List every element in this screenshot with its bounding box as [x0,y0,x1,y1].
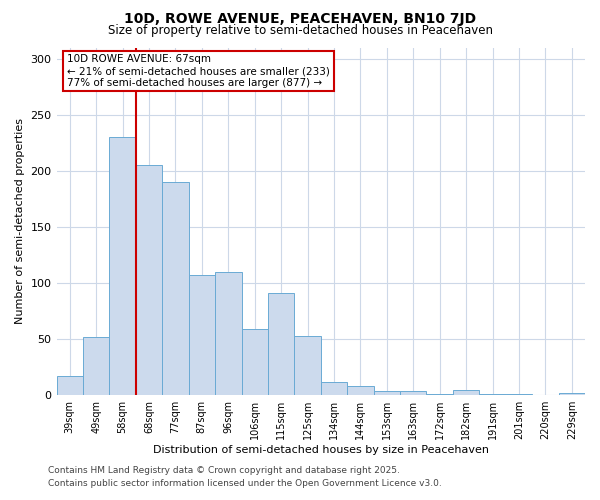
Bar [400,390,427,395]
Bar [347,386,374,395]
Bar [453,390,479,395]
Bar [215,272,242,395]
Bar [162,182,188,395]
Bar [559,393,585,395]
Bar [506,394,532,395]
Text: Contains HM Land Registry data © Crown copyright and database right 2025.
Contai: Contains HM Land Registry data © Crown c… [48,466,442,487]
Bar [56,376,83,395]
Text: 10D ROWE AVENUE: 67sqm
← 21% of semi-detached houses are smaller (233)
77% of se: 10D ROWE AVENUE: 67sqm ← 21% of semi-det… [67,54,330,88]
Bar [374,390,400,395]
Bar [479,394,506,395]
Bar [268,293,295,395]
Bar [321,382,347,395]
Bar [109,137,136,395]
Bar [295,336,321,395]
Bar [188,275,215,395]
Text: 10D, ROWE AVENUE, PEACEHAVEN, BN10 7JD: 10D, ROWE AVENUE, PEACEHAVEN, BN10 7JD [124,12,476,26]
Bar [242,329,268,395]
X-axis label: Distribution of semi-detached houses by size in Peacehaven: Distribution of semi-detached houses by … [153,445,489,455]
Bar [427,394,453,395]
Text: Size of property relative to semi-detached houses in Peacehaven: Size of property relative to semi-detach… [107,24,493,37]
Y-axis label: Number of semi-detached properties: Number of semi-detached properties [15,118,25,324]
Bar [136,166,162,395]
Bar [83,337,109,395]
